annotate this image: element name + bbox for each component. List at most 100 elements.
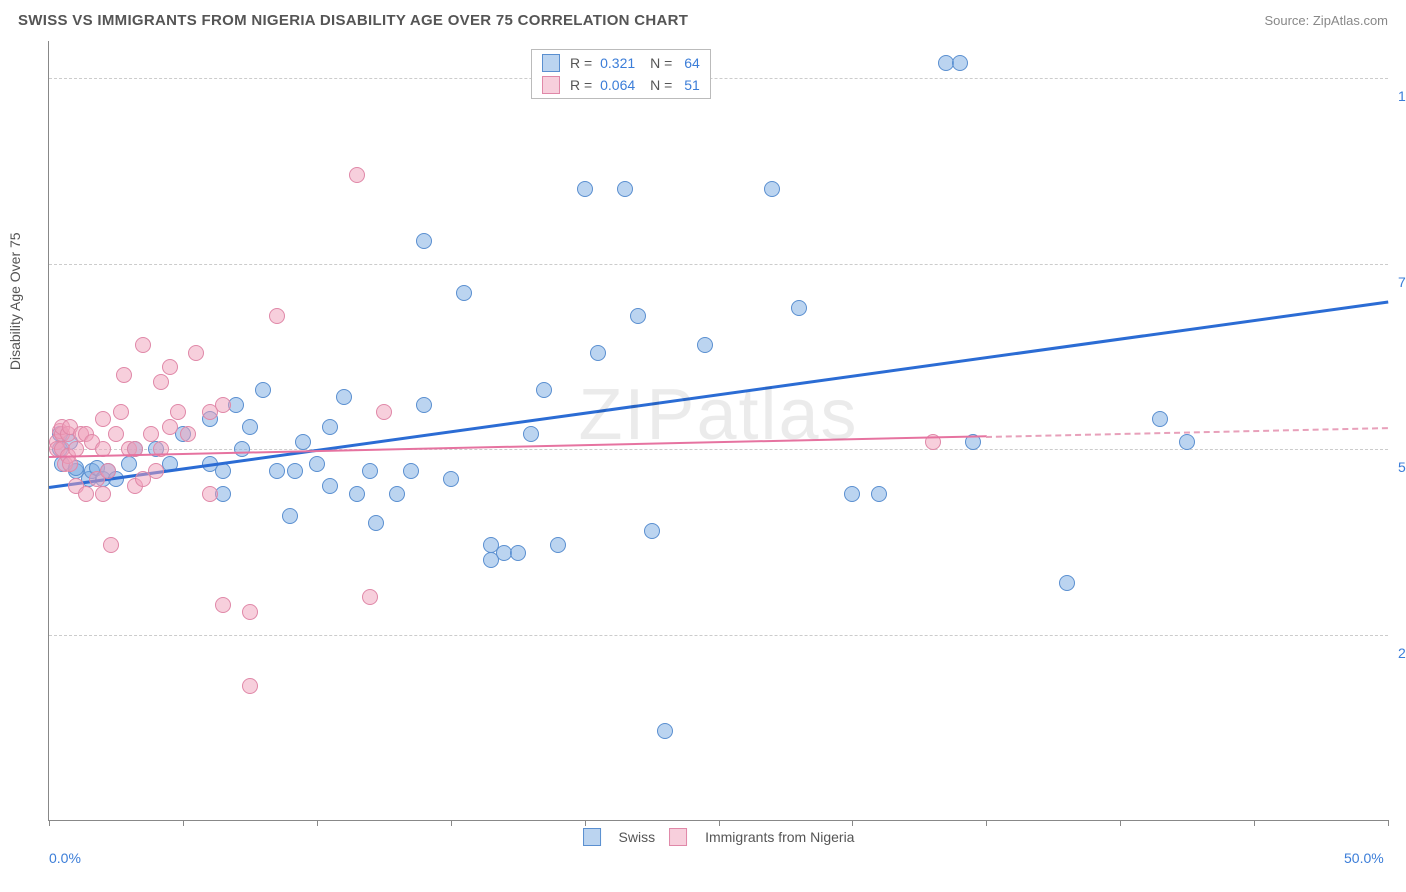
- xtick: [852, 820, 853, 826]
- xtick: [317, 820, 318, 826]
- data-point: [322, 419, 338, 435]
- data-point: [349, 167, 365, 183]
- gridline: [49, 264, 1388, 265]
- xtick: [451, 820, 452, 826]
- xtick: [1388, 820, 1389, 826]
- data-point: [349, 486, 365, 502]
- ytick-label: 100.0%: [1398, 88, 1406, 104]
- corr-row-swiss: R = 0.321 N = 64: [532, 52, 710, 74]
- data-point: [403, 463, 419, 479]
- data-point: [590, 345, 606, 361]
- legend-label: Immigrants from Nigeria: [705, 829, 854, 845]
- data-point: [215, 397, 231, 413]
- n-value: 51: [684, 77, 700, 93]
- data-point: [389, 486, 405, 502]
- scatter-chart: Disability Age Over 75 25.0%50.0%75.0%10…: [48, 41, 1388, 821]
- data-point: [871, 486, 887, 502]
- chart-header: SWISS VS IMMIGRANTS FROM NIGERIA DISABIL…: [0, 0, 1406, 37]
- n-label: N =: [650, 55, 672, 71]
- data-point: [791, 300, 807, 316]
- data-point: [202, 486, 218, 502]
- legend-label: Swiss: [619, 829, 656, 845]
- corr-row-nigeria: R = 0.064 N = 51: [532, 74, 710, 96]
- ytick-label: 75.0%: [1398, 274, 1406, 290]
- data-point: [269, 463, 285, 479]
- correlation-legend: R = 0.321 N = 64 R = 0.064 N = 51: [531, 49, 711, 99]
- data-point: [242, 419, 258, 435]
- y-axis-label: Disability Age Over 75: [7, 232, 23, 370]
- data-point: [536, 382, 552, 398]
- xtick: [1254, 820, 1255, 826]
- xtick: [585, 820, 586, 826]
- source-label: Source: ZipAtlas.com: [1264, 13, 1388, 28]
- data-point: [148, 463, 164, 479]
- data-point: [295, 434, 311, 450]
- data-point: [657, 723, 673, 739]
- data-point: [550, 537, 566, 553]
- data-point: [764, 181, 780, 197]
- xtick: [183, 820, 184, 826]
- data-point: [287, 463, 303, 479]
- n-label: N =: [650, 77, 672, 93]
- data-point: [577, 181, 593, 197]
- data-point: [630, 308, 646, 324]
- data-point: [1179, 434, 1195, 450]
- xtick-label: 50.0%: [1344, 850, 1384, 866]
- data-point: [1059, 575, 1075, 591]
- data-point: [362, 463, 378, 479]
- data-point: [108, 426, 124, 442]
- data-point: [103, 537, 119, 553]
- data-point: [617, 181, 633, 197]
- data-point: [188, 345, 204, 361]
- data-point: [309, 456, 325, 472]
- plot-area: 25.0%50.0%75.0%100.0%0.0%50.0%: [49, 41, 1388, 820]
- chart-title: SWISS VS IMMIGRANTS FROM NIGERIA DISABIL…: [18, 12, 688, 29]
- data-point: [456, 285, 472, 301]
- data-point: [697, 337, 713, 353]
- data-point: [215, 463, 231, 479]
- data-point: [62, 456, 78, 472]
- data-point: [215, 597, 231, 613]
- data-point: [170, 404, 186, 420]
- data-point: [113, 404, 129, 420]
- data-point: [242, 604, 258, 620]
- data-point: [523, 426, 539, 442]
- swatch-blue: [583, 828, 601, 846]
- xtick: [986, 820, 987, 826]
- data-point: [153, 374, 169, 390]
- xtick: [719, 820, 720, 826]
- trend-line: [49, 301, 1388, 489]
- data-point: [95, 411, 111, 427]
- swatch-blue: [542, 54, 560, 72]
- data-point: [368, 515, 384, 531]
- data-point: [416, 233, 432, 249]
- legend-item-swiss: Swiss: [583, 828, 656, 846]
- ytick-label: 25.0%: [1398, 645, 1406, 661]
- data-point: [162, 419, 178, 435]
- gridline: [49, 78, 1388, 79]
- series-legend: Swiss Immigrants from Nigeria: [583, 828, 855, 846]
- data-point: [282, 508, 298, 524]
- data-point: [443, 471, 459, 487]
- data-point: [644, 523, 660, 539]
- r-value: 0.321: [600, 55, 650, 71]
- data-point: [78, 486, 94, 502]
- legend-item-nigeria: Immigrants from Nigeria: [669, 828, 854, 846]
- data-point: [135, 337, 151, 353]
- swatch-pink: [542, 76, 560, 94]
- xtick-label: 0.0%: [49, 850, 81, 866]
- r-label: R =: [570, 77, 592, 93]
- data-point: [844, 486, 860, 502]
- data-point: [510, 545, 526, 561]
- r-label: R =: [570, 55, 592, 71]
- data-point: [362, 589, 378, 605]
- data-point: [143, 426, 159, 442]
- data-point: [376, 404, 392, 420]
- gridline: [49, 635, 1388, 636]
- swatch-pink: [669, 828, 687, 846]
- n-value: 64: [684, 55, 700, 71]
- data-point: [180, 426, 196, 442]
- data-point: [121, 456, 137, 472]
- data-point: [1152, 411, 1168, 427]
- data-point: [116, 367, 132, 383]
